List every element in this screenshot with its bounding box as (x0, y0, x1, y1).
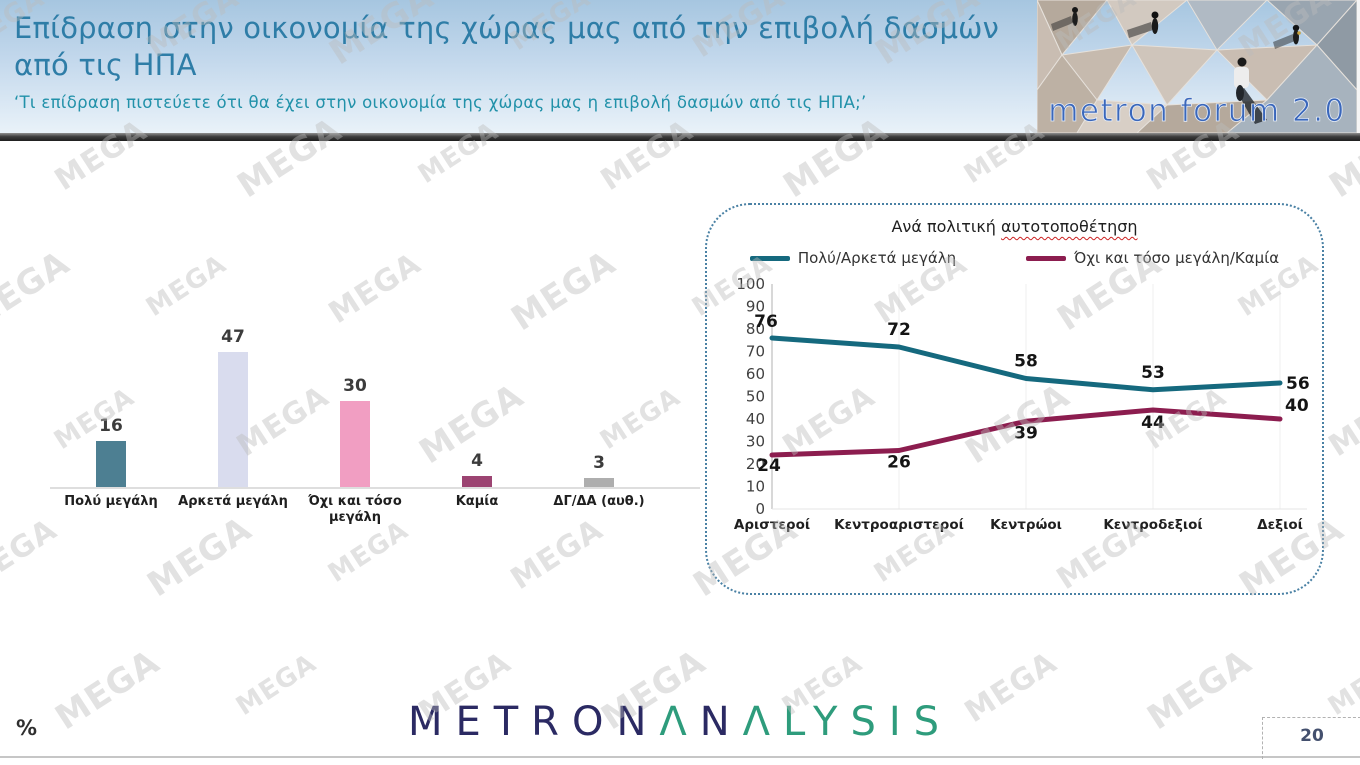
mosaic-plaza-image: metron forum 2.0 (1036, 0, 1358, 134)
line-chart-box: Ανά πολιτική αυτοτοποθέτηση Πολύ/Αρκετά … (705, 203, 1324, 595)
data-label: 24 (757, 456, 781, 476)
bar-category-label: Καμία (455, 494, 499, 509)
bar-category-label: Πολύ μεγάλη (64, 494, 158, 509)
x-category-label: Κεντροδεξιοί (1103, 517, 1202, 533)
logo-letter: T (493, 699, 532, 745)
logo-letter: N (616, 699, 660, 745)
bar-1 (218, 352, 248, 487)
bar-category-label: ΔΓ/ΔΑ (αυθ.) (553, 494, 645, 509)
x-category-label: Δεξιοί (1257, 517, 1303, 533)
logo-letter: O (571, 699, 617, 745)
page-title-line1: Επίδραση στην οικονομία της χώρας μας απ… (14, 11, 1000, 45)
data-label: 72 (887, 320, 911, 340)
y-tick-label: 20 (746, 455, 765, 473)
line-chart-title-prefix: Ανά πολιτική (891, 217, 1001, 236)
page-number-box: 20 (1262, 717, 1360, 759)
mega-watermark: MEGA (0, 242, 77, 340)
legend-item-1: Όχι και τόσο μεγάλη/Καμία (1026, 249, 1279, 267)
bar-2 (340, 401, 370, 487)
metron-forum-logo: metron forum 2.0 (1036, 0, 1360, 134)
bar-chart: 16 Πολύ μεγάλη 47 Αρκετά μεγάλη 30 Όχι και τό… (50, 327, 700, 527)
y-tick-label: 50 (746, 388, 765, 406)
data-label: 53 (1141, 363, 1165, 383)
bar-3 (462, 476, 492, 487)
mega-watermark: MEGA (141, 249, 233, 323)
logo-letter: I (888, 699, 914, 745)
y-tick-label: 60 (746, 365, 765, 383)
page-title: Επίδραση στην οικονομία της χώρας μας απ… (14, 10, 1014, 84)
logo-letter: N (699, 699, 743, 745)
y-tick-label: 90 (746, 298, 765, 316)
bar-chart-axis (50, 487, 700, 489)
y-tick-label: 40 (746, 410, 765, 428)
logo-letter: M (407, 699, 456, 745)
x-category-label: Κεντρώοι (990, 517, 1062, 533)
logo-letter: E (455, 699, 494, 745)
bar-0 (96, 441, 126, 487)
y-tick-label: 0 (755, 500, 765, 518)
data-label: 76 (754, 312, 778, 332)
logo-letter: Λ (659, 699, 700, 745)
metron-analysis-logo: METRONΛNΛLYSIS (0, 700, 1360, 744)
line-chart-title-marked: αυτοτοποθέτηση (1000, 217, 1138, 236)
data-label: 44 (1141, 413, 1165, 433)
data-label: 26 (887, 453, 911, 473)
data-label: 58 (1014, 352, 1038, 372)
series-line-1 (769, 407, 1283, 458)
data-label: 40 (1285, 396, 1309, 416)
data-label: 39 (1014, 423, 1038, 443)
legend-label: Όχι και τόσο μεγάλη/Καμία (1074, 249, 1280, 267)
page-subtitle: ‘Τι επίδραση πιστεύετε ότι θα έχει στην … (14, 93, 867, 112)
bar-value-label: 4 (471, 451, 483, 471)
bar-category-label: Αρκετά μεγάλη (178, 494, 288, 509)
x-category-label: Κεντροαριστεροί (834, 517, 964, 533)
logo-letter: Λ (742, 699, 784, 745)
logo-letter: L (783, 699, 814, 745)
bar-value-label: 16 (99, 416, 123, 436)
page-number: 20 (1300, 726, 1324, 746)
mega-watermark: MEGA (322, 245, 428, 332)
legend-label: Πολύ/Αρκετά μεγάλη (797, 249, 957, 267)
logo-letter: S (850, 699, 889, 745)
footer-divider-line (0, 756, 1360, 758)
logo-letter: R (531, 699, 572, 745)
x-category-label: Αριστεροί (734, 517, 810, 533)
legend-swatch (1026, 255, 1067, 261)
logo-letter: S (913, 699, 953, 745)
bar-category-label: Όχι και τόσο μεγάλη (308, 494, 402, 525)
y-tick-label: 80 (746, 320, 765, 338)
y-tick-label: 70 (746, 343, 765, 361)
mega-watermark: MEGA (504, 242, 623, 340)
line-chart-title: Ανά πολιτική αυτοτοποθέτηση (707, 217, 1322, 236)
logo-letter: Y (813, 699, 851, 745)
bar-value-label: 47 (221, 327, 245, 347)
percent-unit-label: % (16, 716, 38, 740)
header-divider-bar (0, 133, 1360, 141)
metron-forum-logo-text: metron forum 2.0 (1048, 93, 1346, 129)
legend-item-0: Πολύ/Αρκετά μεγάλη (749, 249, 957, 267)
mega-watermark: MEGA (1322, 378, 1360, 465)
bar-value-label: 3 (593, 453, 605, 473)
data-label: 56 (1286, 374, 1310, 394)
line-legend: Πολύ/Αρκετά μεγάλη Όχι και τόσο μεγάλη/Κα… (707, 249, 1322, 267)
line-chart-plot: 0 10 20 30 40 50 60 70 80 90 100 76 72 58 53 56 24 26 39 44… (734, 275, 1310, 533)
bar-4 (584, 478, 614, 487)
series-line-0 (769, 335, 1283, 393)
y-tick-label: 10 (746, 478, 765, 496)
legend-swatch (749, 255, 790, 261)
page-title-line2: από τις ΗΠΑ (14, 48, 197, 82)
people-silhouettes (1051, 7, 1301, 124)
bar-value-label: 30 (343, 376, 367, 396)
y-tick-label: 30 (746, 433, 765, 451)
y-tick-label: 100 (736, 275, 765, 293)
